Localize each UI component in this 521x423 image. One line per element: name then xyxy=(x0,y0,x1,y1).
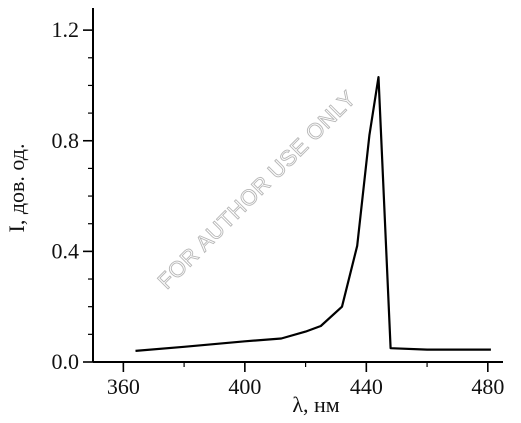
x-tick-label: 400 xyxy=(228,374,261,399)
watermark-text: FOR AUTHOR USE ONLY xyxy=(153,86,361,294)
y-tick-label: 1.2 xyxy=(52,17,80,42)
x-tick-label: 360 xyxy=(107,374,140,399)
series-line xyxy=(135,75,491,352)
y-tick-label: 0.4 xyxy=(52,238,80,263)
x-axis-label: λ, нм xyxy=(292,392,339,417)
x-tick-label: 440 xyxy=(350,374,383,399)
axis-tick-labels: 360 400 440 480 0.0 0.4 0.8 1.2 xyxy=(52,17,505,399)
x-tick-label: 480 xyxy=(471,374,504,399)
y-tick-label: 0.8 xyxy=(52,128,80,153)
axis-ticks xyxy=(83,29,489,372)
y-tick-label: 0.0 xyxy=(52,349,80,374)
y-axis-label: I, дов. од. xyxy=(4,144,29,233)
chart-axes xyxy=(92,8,503,363)
series-layer xyxy=(135,75,491,352)
